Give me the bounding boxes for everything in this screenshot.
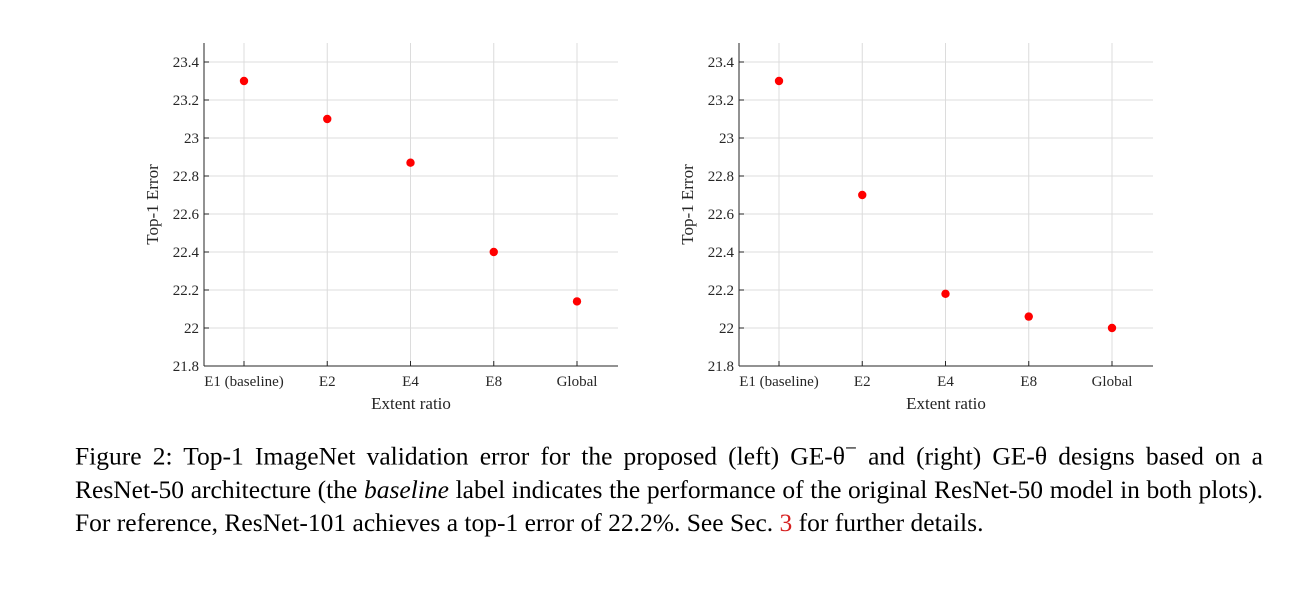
data-point (941, 289, 950, 298)
caption-prefix: Figure 2: Top-1 ImageNet validation erro… (75, 441, 845, 471)
caption-superscript: − (844, 436, 857, 460)
right-chart-svg: 21.8 22 22.2 22.4 22.6 22.8 23 23.2 23.4 E1 (base… (678, 43, 1153, 413)
data-point (323, 114, 332, 124)
y-tick-label: 23 (719, 131, 734, 147)
data-point (572, 297, 582, 306)
caption-mid1: and (right) GE-θ designs based on a ResN… (75, 441, 1263, 504)
caption-italic: baseline (363, 474, 449, 504)
x-tick-label: E1 (baseline) (739, 374, 819, 390)
caption-suffix: for further details. (792, 507, 984, 537)
data-point (858, 190, 867, 200)
y-axis-label: Top-1 Error (143, 164, 162, 245)
data-point (489, 247, 498, 257)
x-tick-label: E4 (402, 374, 419, 390)
y-tick-label: 22 (184, 321, 199, 337)
x-tick-label: E8 (1020, 374, 1037, 390)
y-tick-label: 21.8 (708, 359, 734, 375)
x-tick-label: E2 (854, 374, 871, 390)
caption-mid2: label indicates the performance of the o… (75, 474, 1263, 537)
y-tick-label: 22.4 (708, 245, 735, 261)
data-point (1024, 312, 1033, 321)
data-point (239, 76, 249, 86)
x-axis-label: Extent ratio (906, 394, 986, 413)
y-tick-label: 23.4 (173, 55, 200, 71)
y-tick-label: 23.2 (708, 93, 734, 109)
x-axis-label: Extent ratio (371, 394, 451, 413)
y-tick-label: 22.8 (708, 169, 734, 185)
data-point (1107, 323, 1117, 333)
data-point (774, 76, 784, 86)
figure-caption: Figure 2: Top-1 ImageNet validation erro… (75, 432, 1263, 539)
x-tick-label: Global (1092, 374, 1133, 390)
data-point (406, 158, 415, 167)
x-tick-label: E2 (319, 374, 336, 390)
y-axis-label: Top-1 Error (678, 164, 697, 245)
y-tick-label: 22.6 (173, 207, 200, 223)
grid-lines (204, 43, 618, 367)
left-chart-svg: 21.8 22 22.2 22.4 22.6 22.8 23 23.2 23.4 E1 (base… (143, 43, 618, 413)
right-chart: 21.8 22 22.2 22.4 22.6 22.8 23 23.2 23.4 E1 (base… (535, 0, 1175, 425)
x-tick-label: E1 (baseline) (204, 374, 284, 390)
y-tick-label: 22.4 (173, 245, 200, 261)
y-tick-label: 22 (719, 321, 734, 337)
x-tick-label: Global (557, 374, 598, 390)
left-chart: 21.8 22 22.2 22.4 22.6 22.8 23 23.2 23.4 E1 (base… (0, 0, 640, 425)
y-tick-label: 22.8 (173, 169, 199, 185)
y-tick-label: 23.4 (708, 55, 735, 71)
y-tick-label: 23.2 (173, 93, 199, 109)
x-tick-label: E8 (485, 374, 502, 390)
section-reference-link[interactable]: 3 (779, 507, 793, 537)
y-tick-label: 22.2 (173, 283, 199, 299)
grid-lines (739, 43, 1153, 367)
y-tick-label: 23 (184, 131, 199, 147)
y-tick-label: 22.2 (708, 283, 734, 299)
y-tick-label: 21.8 (173, 359, 199, 375)
y-tick-label: 22.6 (708, 207, 735, 223)
x-tick-label: E4 (937, 374, 954, 390)
